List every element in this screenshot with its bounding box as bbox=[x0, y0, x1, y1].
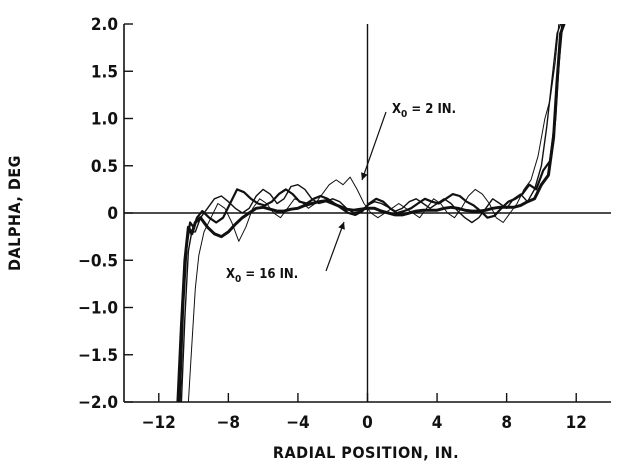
x-tick-labels: −12 −8 −4 0 4 8 12 bbox=[142, 413, 587, 433]
y-tick-label: −1.0 bbox=[78, 299, 118, 319]
y-tick-label: −1.5 bbox=[78, 346, 118, 366]
annotation-leader bbox=[361, 111, 387, 181]
annotations: X0 = 2 IN. X0 = 16 IN. bbox=[226, 102, 456, 285]
y-tick-label: 0.5 bbox=[91, 157, 118, 177]
x-tick-label: −8 bbox=[217, 413, 240, 433]
x-tick-label: −4 bbox=[286, 413, 309, 433]
y-tick-label: 0 bbox=[107, 204, 118, 224]
x-tick-label: 0 bbox=[362, 413, 373, 433]
x-tick-label: −12 bbox=[142, 413, 176, 433]
series-lines bbox=[176, 24, 566, 402]
y-tick-label: −2.0 bbox=[78, 393, 118, 413]
y-tick-labels: 2.0 1.5 1.0 0.5 0 −0.5 −1.0 −1.5 −2.0 bbox=[78, 15, 118, 413]
y-tick-label: −0.5 bbox=[78, 251, 118, 271]
annotation-leader bbox=[325, 221, 345, 272]
series-line-3 bbox=[180, 24, 562, 402]
x-axis-label: RADIAL POSITION, IN. bbox=[273, 443, 459, 462]
axes bbox=[123, 23, 611, 403]
x-tick-label: 4 bbox=[432, 413, 443, 433]
series-line-4 bbox=[187, 24, 560, 402]
y-tick-label: 1.0 bbox=[91, 110, 118, 130]
x-tick-label: 12 bbox=[566, 413, 587, 433]
annotation-arrowhead bbox=[361, 172, 368, 180]
y-axis-label: DALPHA, DEG bbox=[5, 155, 24, 271]
annotation-arrowhead bbox=[338, 222, 345, 230]
x-tick-label: 8 bbox=[501, 413, 512, 433]
y-tick-label: 1.5 bbox=[91, 62, 118, 82]
annotation-label: X0 = 16 IN. bbox=[226, 267, 298, 285]
y-tick-label: 2.0 bbox=[91, 15, 118, 35]
annotation-label: X0 = 2 IN. bbox=[392, 102, 456, 120]
